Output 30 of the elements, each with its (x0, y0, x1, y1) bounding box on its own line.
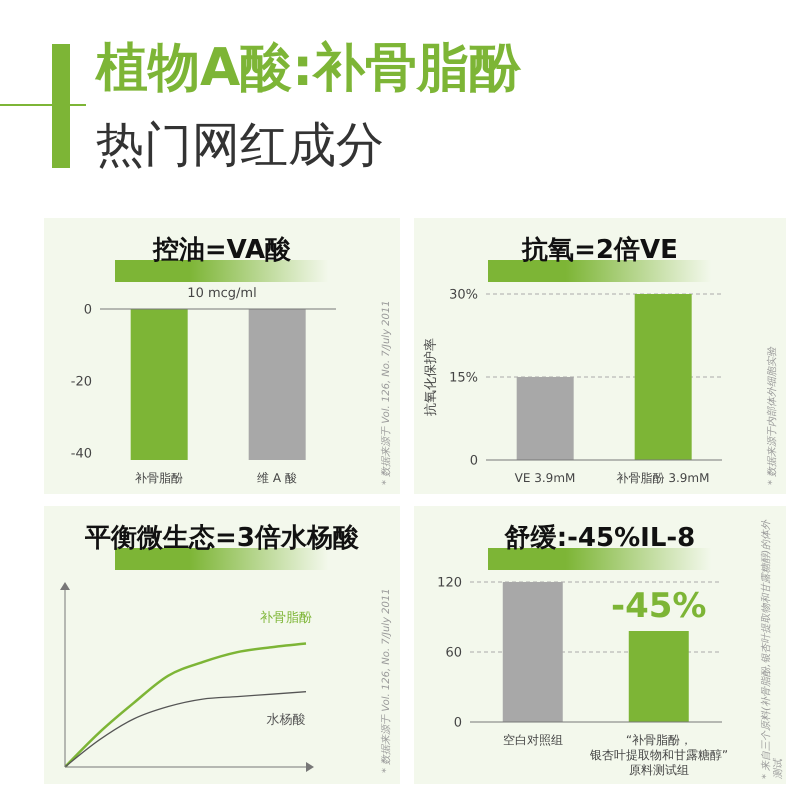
y-tick-label: 120 (437, 576, 462, 591)
series-label: 补骨脂酚 (260, 610, 312, 626)
x-tick-label: 补骨脂酚 3.9mM (616, 471, 710, 485)
y-tick-label: 0 (84, 302, 92, 318)
x-tick-label: “补骨脂酚，银杏叶提取物和甘露糖醇”原料测试组 (588, 733, 728, 777)
y-tick-label: -40 (70, 446, 92, 462)
x-tick-label: 维 A 酸 (257, 471, 297, 485)
chart-title: 舒缓:-45%IL-8 (504, 523, 696, 553)
text: * 数据来源于 Vol. 126, No. 7/July 2011 (381, 587, 393, 773)
series-label: 水杨酸 (266, 712, 306, 728)
text: * 数据来源于内部体外细胞实验 (767, 346, 779, 485)
text: 植物A酸:补骨脂酚 (96, 37, 522, 100)
chart-title: 平衡微生态=3倍水杨酸 (84, 522, 360, 555)
y-axis-title: 抗氧化保护率 (422, 338, 439, 416)
chart-title: 控油=VA酸 (152, 234, 292, 267)
x-tick-label: VE 3.9mM (514, 471, 576, 485)
text: 热门网红成分 (96, 116, 384, 175)
y-tick-label: 60 (445, 646, 462, 661)
x-tick-label: 空白对照组 (503, 733, 563, 747)
text: * 数据来源于 Vol. 126, No. 7/July 2011 (381, 299, 393, 485)
y-tick-label: 0 (454, 716, 462, 731)
annotation: -45% (611, 586, 707, 626)
x-tick-label: 补骨脂酚 (135, 471, 183, 485)
y-tick-label: 15% (449, 370, 478, 386)
y-tick-label: -20 (70, 374, 92, 390)
text: * 来自三个原料(补骨脂酚,银杏叶提取物和甘露糖醇)的体外测试 (761, 518, 785, 779)
y-tick-label: 30% (449, 288, 478, 303)
y-tick-label: 0 (470, 454, 478, 469)
chart-title: 抗氧=2倍VE (520, 234, 679, 267)
chart-subtitle: 10 mcg/ml (187, 286, 257, 301)
